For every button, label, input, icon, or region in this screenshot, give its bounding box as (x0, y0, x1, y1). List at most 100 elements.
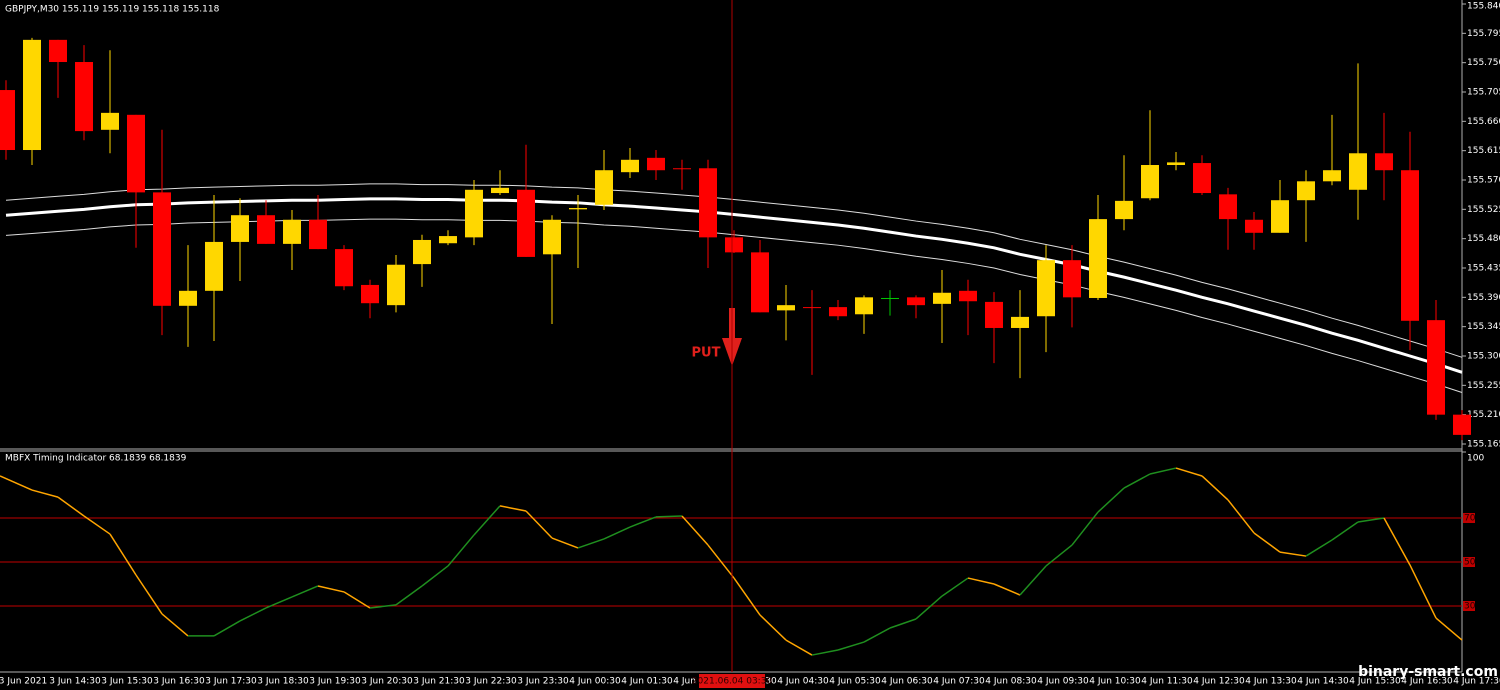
x-tick-label: 4 Jun 01:30 (621, 677, 673, 687)
level-label-box (1463, 601, 1475, 611)
candle-body (0, 90, 15, 151)
x-tick-label: 4 Jun 15:30 (1349, 677, 1401, 687)
x-tick-label: 4 Jun 00:30 (569, 677, 621, 687)
candle-body (205, 241, 223, 291)
signal-label: PUT (692, 346, 721, 361)
x-tick-label: 3 Jun 15:30 (101, 677, 153, 687)
candle-body (855, 297, 873, 315)
x-tick-label: 4 Jun 11:30 (1141, 677, 1193, 687)
candle-body (465, 189, 483, 238)
moving-average (5, 197, 1463, 374)
indicator-segment (525, 510, 553, 539)
candle-body (543, 219, 561, 255)
indicator-segment (1045, 544, 1073, 567)
x-tick-label: 3 Jun 23:30 (517, 677, 569, 687)
candle-body (1011, 316, 1029, 328)
indicator-segment (1097, 487, 1125, 513)
candle-body (907, 297, 925, 306)
level-label: 70 (1464, 514, 1476, 524)
indicator-segment (0, 475, 33, 491)
y-tick-label: 100 (1467, 454, 1484, 464)
candle-body (23, 39, 41, 151)
level-label-box (1463, 513, 1475, 523)
candle-body (283, 219, 301, 244)
candle-body (1375, 153, 1393, 171)
y-tick-label: 155.255 (1467, 381, 1500, 391)
x-tick-label: 3 Jun 21:30 (413, 677, 465, 687)
candle-body (231, 215, 249, 242)
indicator-segment (213, 620, 241, 637)
candle-body (101, 112, 119, 130)
indicator-segment (239, 607, 267, 622)
indicator-segment (1435, 617, 1463, 641)
indicator-segment (577, 538, 605, 549)
x-tick-label: 4 Jun 05:30 (829, 677, 881, 687)
moving-average (5, 183, 1463, 358)
candle-body (673, 168, 691, 170)
indicator-segment (473, 505, 501, 536)
x-tick-label: 3 Jun 19:30 (309, 677, 361, 687)
indicator-segment (655, 515, 683, 518)
candle-body (517, 189, 535, 257)
candle-body (1349, 153, 1367, 190)
indicator-segment (109, 533, 137, 576)
candle-body (1219, 194, 1237, 220)
indicator-segment (603, 526, 631, 540)
indicator-segment (499, 505, 527, 512)
y-tick-label: 155.705 (1467, 88, 1500, 98)
indicator-segment (1175, 467, 1203, 477)
indicator-segment (161, 613, 189, 637)
indicator-segment (421, 565, 449, 587)
x-tick-label: 3 Jun 2021 (0, 677, 47, 687)
level-label-box (1463, 557, 1475, 567)
candle-body (725, 237, 743, 253)
x-tick-label: 4 Jun 07:30 (933, 677, 985, 687)
candle-body (1167, 162, 1185, 166)
y-tick-label: 155.795 (1467, 29, 1500, 39)
level-label: 50 (1464, 558, 1476, 568)
indicator-segment (265, 596, 293, 609)
candle-body (1297, 181, 1315, 201)
candle-body (257, 215, 275, 244)
y-tick-label: 155.480 (1467, 234, 1500, 244)
candle-body (491, 187, 509, 194)
candle-body (1453, 414, 1471, 435)
indicator-segment (135, 574, 163, 615)
indicator-segment (993, 583, 1021, 596)
indicator-segment (1019, 565, 1047, 596)
y-tick-label: 155.840 (1467, 2, 1500, 12)
candle-body (595, 170, 613, 205)
x-tick-label: 4 Jun 12:30 (1193, 677, 1245, 687)
candle-body (803, 307, 821, 309)
x-tick-label: 4 Jun 08:30 (985, 677, 1037, 687)
x-tick-label: 4 Jun 14:30 (1297, 677, 1349, 687)
candle-body (1115, 200, 1133, 220)
candle-body (985, 301, 1003, 328)
indicator-segment (369, 604, 397, 609)
indicator-segment (343, 591, 371, 609)
indicator-segment (1149, 467, 1177, 475)
candle-body (179, 290, 197, 306)
candle-body (1323, 170, 1341, 182)
x-tick-label: 4 Jun 09:30 (1037, 677, 1089, 687)
candle-body (569, 208, 587, 210)
indicator-segment (1227, 499, 1255, 534)
indicator-segment (785, 639, 813, 656)
candle-body (309, 219, 327, 250)
candle-body (647, 157, 665, 171)
candle-body (699, 168, 717, 238)
indicator-segment (551, 537, 579, 549)
indicator-segment (83, 515, 111, 535)
indicator-segment (57, 496, 85, 517)
indicator-segment (1305, 539, 1333, 557)
indicator-segment (1331, 521, 1359, 541)
candle-body (959, 290, 977, 302)
candle-body (361, 284, 379, 304)
indicator-segment (967, 577, 995, 585)
candle-body (387, 264, 405, 306)
x-tick-label: 4 Jun 17:30 (1453, 677, 1500, 687)
x-tick-label: 3 Jun 22:30 (465, 677, 517, 687)
x-tick-label: 3 Jun 14:30 (49, 677, 101, 687)
candle-body (1037, 260, 1055, 317)
